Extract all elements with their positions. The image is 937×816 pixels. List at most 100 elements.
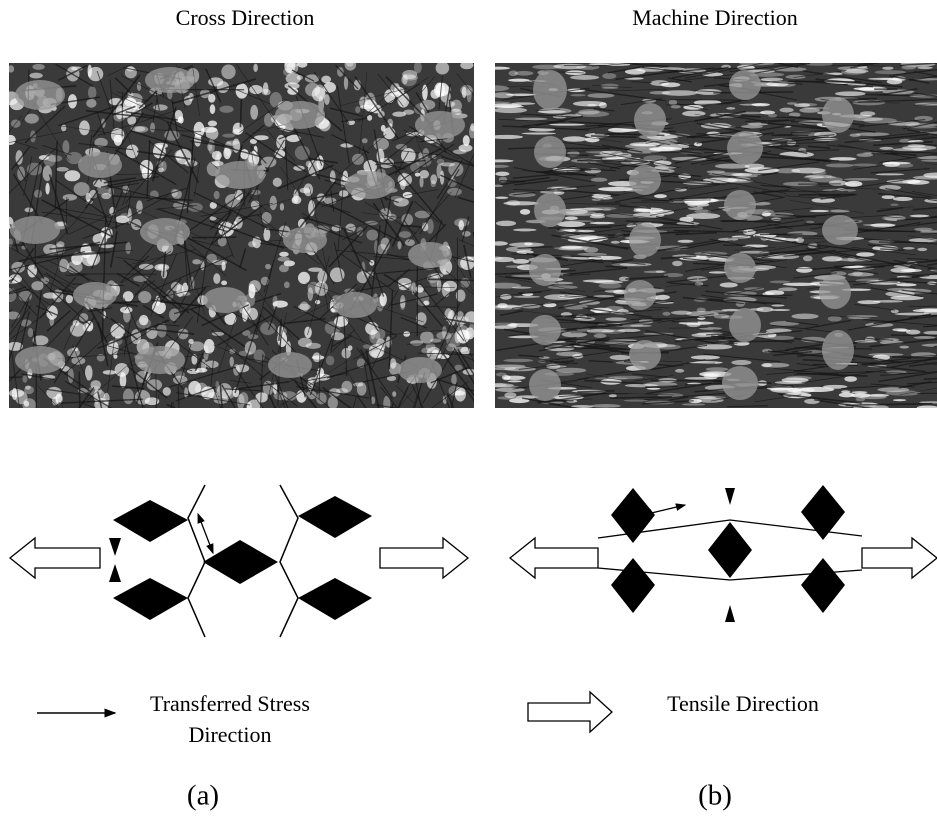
texture (845, 181, 862, 187)
texture (45, 183, 49, 195)
texture (203, 287, 247, 313)
texture (691, 355, 720, 359)
texture (587, 104, 597, 107)
texture (844, 376, 857, 382)
texture (24, 401, 29, 407)
texture (268, 352, 312, 378)
texture (854, 393, 867, 396)
texture (513, 259, 530, 264)
texture (298, 338, 312, 348)
texture (67, 348, 80, 357)
texture (634, 103, 666, 137)
texture (240, 99, 241, 127)
texture (727, 131, 763, 165)
texture (602, 73, 616, 79)
texture (496, 372, 507, 376)
texture (724, 190, 756, 220)
texture (66, 197, 67, 232)
texture (158, 167, 164, 172)
texture (893, 399, 906, 401)
texture (495, 305, 523, 308)
texture (44, 153, 56, 166)
texture (577, 253, 607, 256)
texture (236, 83, 248, 98)
texture (687, 203, 709, 207)
texture (654, 194, 667, 198)
texture (693, 396, 726, 399)
texture (371, 350, 383, 357)
texture (491, 241, 508, 245)
texture (63, 194, 77, 201)
figure: Cross Direction Machine Direction (0, 0, 937, 816)
texture (829, 157, 856, 160)
texture (533, 70, 567, 110)
texture (62, 401, 70, 472)
texture (280, 203, 284, 211)
texture (321, 76, 331, 83)
texture (795, 237, 804, 243)
texture (390, 358, 396, 369)
texture (769, 280, 790, 283)
texture (778, 287, 798, 291)
texture (739, 104, 766, 106)
texture (718, 238, 738, 241)
texture (605, 317, 626, 321)
texture (145, 67, 195, 93)
texture (436, 61, 450, 74)
texture (253, 64, 258, 72)
texture (103, 370, 116, 375)
texture (513, 229, 537, 232)
legend-text: Transferred Stress (150, 691, 310, 716)
texture (462, 87, 467, 98)
texture (279, 252, 289, 257)
texture (230, 357, 234, 367)
texture (611, 241, 620, 244)
texture (273, 178, 282, 187)
texture (706, 367, 729, 371)
texture (192, 259, 201, 264)
texture (594, 334, 606, 338)
texture (215, 161, 265, 189)
texture (917, 393, 937, 394)
texture (609, 394, 617, 397)
texture (491, 325, 517, 329)
texture (353, 382, 363, 386)
texture (403, 331, 410, 337)
texture (114, 134, 122, 145)
texture (629, 340, 661, 370)
texture (561, 246, 582, 249)
texture (697, 344, 733, 349)
texture (341, 381, 352, 393)
texture (633, 209, 652, 213)
texture (165, 402, 172, 473)
texture (633, 144, 654, 146)
texture (529, 254, 561, 286)
texture (761, 363, 772, 367)
texture (565, 216, 578, 220)
texture (534, 193, 566, 227)
texture (682, 403, 705, 405)
texture (269, 196, 276, 210)
texture (346, 61, 353, 67)
texture (460, 278, 470, 288)
texture (210, 104, 216, 114)
texture (399, 231, 411, 238)
texture (135, 346, 185, 374)
texture (61, 124, 66, 131)
texture (29, 73, 42, 79)
texture (65, 170, 81, 181)
texture (879, 147, 893, 150)
texture (15, 80, 65, 110)
texture (71, 357, 85, 365)
texture (219, 106, 233, 113)
texture (786, 376, 812, 380)
texture (73, 282, 117, 308)
texture (6, 312, 20, 320)
texture (470, 123, 475, 131)
texture (534, 136, 566, 168)
texture (208, 94, 215, 103)
texture (590, 215, 605, 218)
texture (508, 79, 529, 82)
texture (509, 242, 544, 247)
texture (609, 408, 685, 419)
